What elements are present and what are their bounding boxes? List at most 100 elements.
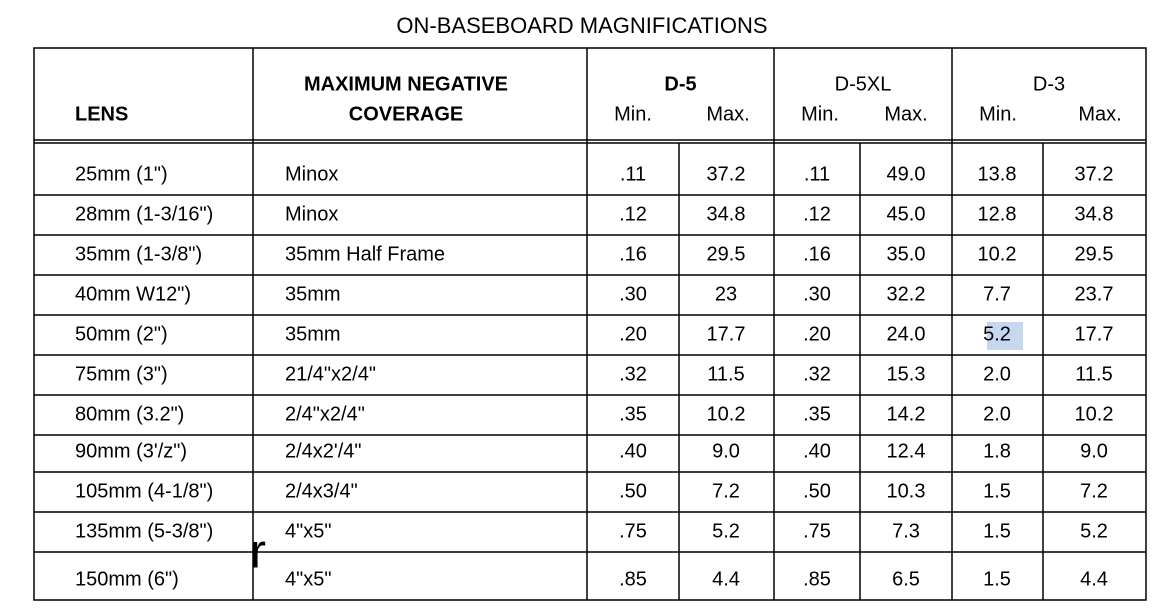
cell-value: .16 — [803, 243, 831, 265]
cell-lens: 25mm (1") — [75, 163, 168, 185]
cell-coverage: 2/4"x2/4" — [285, 403, 365, 425]
cell-coverage: 35mm — [285, 323, 341, 345]
cell-lens: 80mm (3.2") — [75, 403, 184, 425]
cell-value: .50 — [619, 480, 647, 502]
cell-value: 7.2 — [712, 480, 740, 502]
cell-value: 9.0 — [712, 440, 740, 462]
cell-value: .85 — [803, 568, 831, 590]
cell-coverage: 35mm — [285, 283, 341, 305]
cell-value: 32.2 — [887, 283, 926, 305]
cell-coverage: 35mm Half Frame — [285, 243, 445, 265]
cell-coverage: 21/4"x2/4" — [285, 363, 376, 385]
cell-value: .30 — [619, 283, 647, 305]
cell-lens: 40mm W12") — [75, 283, 191, 305]
cell-value: .35 — [803, 403, 831, 425]
cell-value: .11 — [804, 163, 830, 185]
cell-value: 5.2 — [712, 520, 740, 542]
header-max: Max. — [706, 103, 749, 125]
cell-value: 5.2 — [1080, 520, 1108, 542]
cell-value: 1.5 — [983, 520, 1011, 542]
cell-value: 12.4 — [887, 440, 926, 462]
cell-coverage: Minox — [285, 203, 338, 225]
cell-value: 10.2 — [1075, 403, 1114, 425]
cell-value: 2.0 — [983, 363, 1011, 385]
cell-value: .40 — [803, 440, 831, 462]
cell-lens: 135mm (5-3/8") — [75, 520, 213, 542]
cell-coverage: 2/4x2'/4" — [285, 440, 362, 462]
cell-lens: 35mm (1-3/8") — [75, 243, 202, 265]
cell-lens: 28mm (1-3/16") — [75, 203, 213, 225]
cell-lens: 90mm (3'/z") — [75, 440, 187, 462]
cell-value: 10.2 — [707, 403, 746, 425]
cell-coverage: 2/4x3/4" — [285, 480, 358, 502]
header-group: D-5XL — [835, 73, 892, 95]
cell-value: 1.5 — [983, 480, 1011, 502]
header-coverage: COVERAGE — [349, 103, 463, 125]
cell-coverage: Minox — [285, 163, 338, 185]
header-min: Min. — [614, 103, 652, 125]
cell-value: 34.8 — [1075, 203, 1114, 225]
header-max: Max. — [1078, 103, 1121, 125]
selection-highlight — [987, 322, 1023, 350]
cell-value: .75 — [619, 520, 647, 542]
cell-value: .35 — [619, 403, 647, 425]
header-group: D-5 — [664, 73, 696, 95]
cell-value: .32 — [803, 363, 831, 385]
cell-value: 29.5 — [707, 243, 746, 265]
cell-value: 37.2 — [1075, 163, 1114, 185]
cell-value: 17.7 — [1075, 323, 1114, 345]
cell-lens: 75mm (3") — [75, 363, 168, 385]
cell-value: 4.4 — [1080, 568, 1108, 590]
cell-value: 6.5 — [892, 568, 920, 590]
header-lens: LENS — [75, 103, 128, 125]
cell-value: 2.0 — [983, 403, 1011, 425]
cell-lens: 150mm (6") — [75, 568, 179, 590]
cell-value: 1.8 — [983, 440, 1011, 462]
cell-value: 11.5 — [707, 363, 744, 385]
cell-value: 12.8 — [978, 203, 1017, 225]
cell-value: 45.0 — [887, 203, 926, 225]
cell-value: .40 — [619, 440, 647, 462]
cell-value: .12 — [803, 203, 831, 225]
cell-value: .50 — [803, 480, 831, 502]
header-group: D-3 — [1033, 73, 1065, 95]
cell-value: 7.3 — [892, 520, 920, 542]
cell-value: 9.0 — [1080, 440, 1108, 462]
cell-value: 7.2 — [1080, 480, 1108, 502]
header-min: Min. — [979, 103, 1017, 125]
cell-value: 1.5 — [983, 568, 1011, 590]
cell-coverage: 4"x5" — [285, 520, 331, 542]
cell-value: 49.0 — [887, 163, 926, 185]
cell-value: .11 — [620, 163, 646, 185]
cell-value: 10.2 — [978, 243, 1017, 265]
cell-value: .30 — [803, 283, 831, 305]
cell-value: 37.2 — [707, 163, 746, 185]
cell-value: .32 — [619, 363, 647, 385]
cell-value: 4.4 — [712, 568, 740, 590]
header-coverage: MAXIMUM NEGATIVE — [304, 73, 508, 95]
table-border — [33, 47, 1147, 601]
cell-value: 14.2 — [887, 403, 926, 425]
cell-value: .16 — [619, 243, 647, 265]
cell-lens: 50mm (2") — [75, 323, 168, 345]
cell-value: 34.8 — [707, 203, 746, 225]
stray-mark: r — [250, 526, 266, 579]
cell-value: .12 — [619, 203, 647, 225]
cell-value: 11.5 — [1075, 363, 1112, 385]
cell-lens: 105mm (4-1/8") — [75, 480, 213, 502]
cell-value: 17.7 — [707, 323, 746, 345]
title: ON-BASEBOARD MAGNIFICATIONS — [396, 13, 767, 38]
cell-coverage: 4"x5" — [285, 568, 331, 590]
cell-value: .20 — [619, 323, 647, 345]
cell-value: .75 — [803, 520, 831, 542]
cell-value: 23.7 — [1075, 283, 1114, 305]
header-max: Max. — [884, 103, 927, 125]
cell-value: 15.3 — [887, 363, 926, 385]
cell-value: 7.7 — [983, 283, 1011, 305]
cell-value: 10.3 — [887, 480, 926, 502]
cell-value: 23 — [715, 283, 737, 305]
cell-value: .20 — [803, 323, 831, 345]
cell-value: .85 — [619, 568, 647, 590]
